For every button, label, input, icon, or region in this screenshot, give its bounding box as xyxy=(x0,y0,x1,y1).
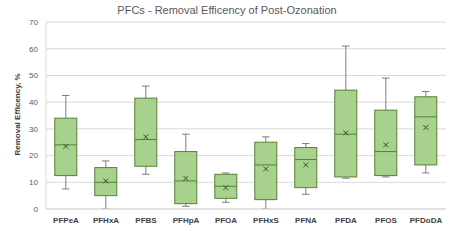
svg-text:PFHxA: PFHxA xyxy=(93,216,119,225)
svg-text:PFOS: PFOS xyxy=(375,216,397,225)
svg-text:10: 10 xyxy=(29,178,38,187)
svg-text:PFNA: PFNA xyxy=(295,216,317,225)
svg-text:PFHpA: PFHpA xyxy=(173,216,200,225)
svg-text:PFHxS: PFHxS xyxy=(253,216,279,225)
svg-text:PFBS: PFBS xyxy=(135,216,157,225)
svg-text:50: 50 xyxy=(29,71,38,80)
svg-text:30: 30 xyxy=(29,125,38,134)
svg-text:PFDoDA: PFDoDA xyxy=(410,216,443,225)
svg-text:PFPeA: PFPeA xyxy=(53,216,79,225)
svg-text:PFDA: PFDA xyxy=(335,216,357,225)
svg-text:20: 20 xyxy=(29,151,38,160)
svg-text:PFOA: PFOA xyxy=(215,216,237,225)
svg-text:0: 0 xyxy=(34,205,39,214)
svg-text:Removal Efficency, %: Removal Efficency, % xyxy=(13,73,22,155)
svg-text:40: 40 xyxy=(29,98,38,107)
html-text:PFCs - Removal Efficency of Po: PFCs - Removal Efficency of Post-Ozonati… xyxy=(117,4,337,16)
svg-text:60: 60 xyxy=(29,45,38,54)
svg-text:70: 70 xyxy=(29,18,38,27)
